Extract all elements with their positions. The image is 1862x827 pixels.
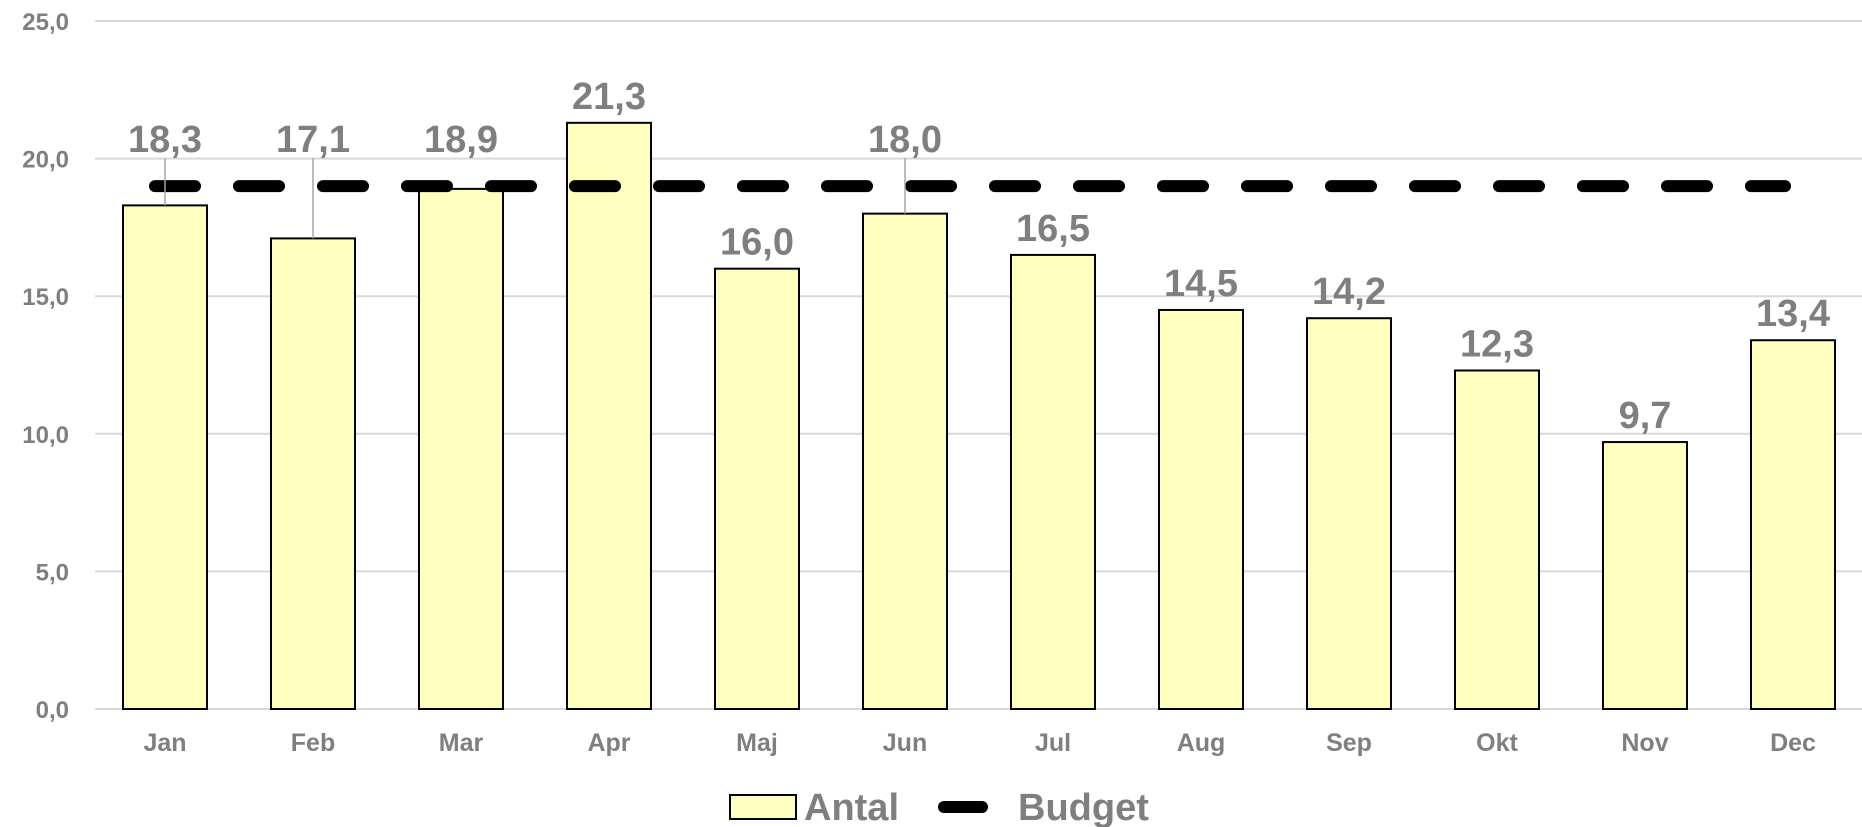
y-tick-label: 5,0	[36, 559, 69, 586]
x-tick-label: Dec	[1770, 729, 1816, 757]
data-label: 21,3	[572, 76, 646, 118]
bar	[714, 267, 800, 710]
data-label: 17,1	[276, 119, 350, 161]
bar	[1750, 339, 1836, 710]
data-label: 18,0	[868, 119, 942, 161]
data-label: 13,4	[1756, 293, 1830, 335]
x-tick-label: Feb	[291, 729, 335, 757]
data-label: 9,7	[1619, 395, 1672, 437]
bars	[122, 121, 1836, 711]
leader-lines	[164, 158, 906, 239]
x-tick-label: Aug	[1177, 729, 1226, 757]
data-label: 16,5	[1016, 208, 1090, 250]
bar	[1602, 441, 1688, 710]
x-tick-label: Jul	[1035, 729, 1071, 757]
x-tick-label: Jan	[143, 729, 186, 757]
x-tick-label: Jun	[883, 729, 927, 757]
data-label: 14,2	[1312, 271, 1386, 313]
data-label: 12,3	[1460, 324, 1534, 366]
bar	[862, 212, 948, 710]
legend-label-antal: Antal	[804, 787, 899, 827]
legend: Antal Budget	[729, 787, 1149, 827]
legend-label-budget: Budget	[1018, 787, 1149, 827]
data-label: 18,3	[128, 119, 202, 161]
gridlines	[95, 20, 1862, 710]
bar	[270, 237, 356, 711]
bar	[1454, 369, 1540, 710]
bar	[566, 121, 652, 711]
y-tick-label: 20,0	[22, 147, 69, 174]
x-tick-label: Nov	[1621, 729, 1668, 757]
data-labels: 18,3 17,1 18,9 21,3 16,0 18,0 16,5 14,5 14,2 12,3…	[128, 76, 1830, 437]
x-tick-label: Okt	[1476, 729, 1518, 757]
bar	[1306, 317, 1392, 710]
x-tick-label: Maj	[736, 729, 778, 757]
data-label: 16,0	[720, 222, 794, 264]
bar	[122, 204, 208, 710]
y-tick-label: 15,0	[22, 284, 69, 311]
y-tick-label: 25,0	[22, 9, 69, 36]
legend-swatch-antal	[729, 794, 797, 820]
bar	[1010, 253, 1096, 710]
y-tick-label: 0,0	[36, 697, 69, 724]
bar	[1158, 308, 1244, 710]
y-axis-ticks: 0,0 5,0 10,0 15,0 20,0 25,0	[22, 9, 69, 724]
x-tick-label: Mar	[439, 729, 484, 757]
x-tick-label: Apr	[587, 729, 630, 757]
x-axis-ticks: Jan Feb Mar Apr Maj Jun Jul Aug Sep Okt Nov Dec	[143, 729, 1816, 757]
data-label: 14,5	[1164, 263, 1238, 305]
bar	[418, 187, 504, 710]
data-label: 18,9	[424, 119, 498, 161]
x-tick-label: Sep	[1326, 729, 1372, 757]
y-tick-label: 10,0	[22, 422, 69, 449]
